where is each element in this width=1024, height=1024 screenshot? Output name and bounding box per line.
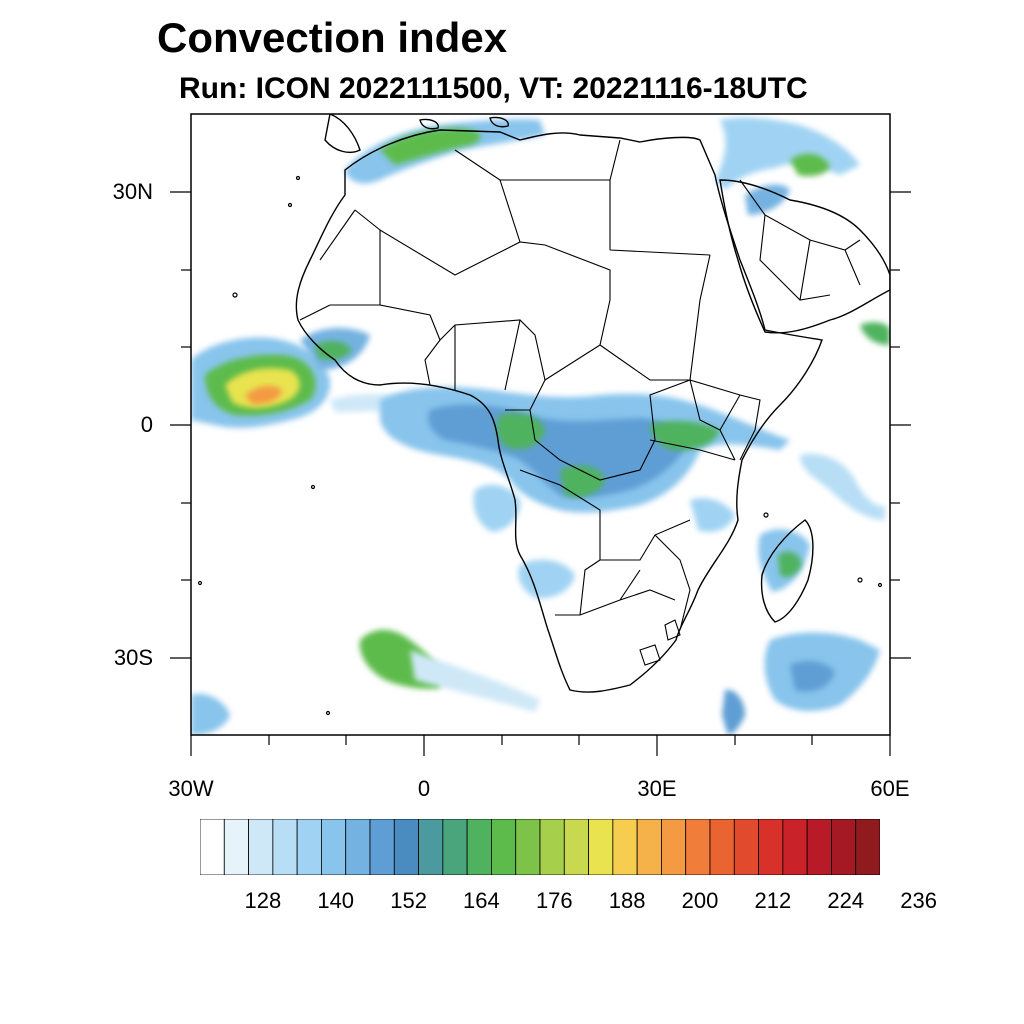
colorbar: [200, 819, 880, 875]
convection-area-madagascar-core: [778, 551, 802, 577]
colorbar-swatch: [685, 819, 711, 875]
map-panel: [191, 114, 890, 735]
lat-label-30s: 30S: [113, 645, 153, 670]
convection-area-guinea-core: [315, 340, 352, 360]
colorbar-swatch: [223, 819, 249, 875]
colorbar-label: 176: [535, 888, 573, 913]
colorbar-label: 224: [827, 888, 865, 913]
madagascar-coastline: [760, 519, 814, 623]
convection-area-angola-coast: [473, 484, 521, 532]
colorbar-label: 164: [463, 888, 500, 913]
colorbar-swatch: [831, 819, 857, 875]
colorbar-swatch: [466, 819, 492, 875]
convection-field: [191, 117, 890, 735]
lon-label-60e: 60E: [870, 776, 910, 801]
coastlines: [295, 114, 890, 693]
chart-subtitle: Run: ICON 2022111500, VT: 20221116-18UTC: [179, 72, 808, 105]
convection-area-indian-ocean: [800, 453, 885, 520]
colorbar-swatch: [515, 819, 541, 875]
colorbar-swatch: [563, 819, 589, 875]
convection-area-mediterranean: [345, 119, 545, 184]
colorbar-swatch: [588, 819, 614, 875]
convection-area-namibia: [518, 559, 575, 599]
colorbar-swatch: [539, 819, 565, 875]
convection-area-red-sea: [745, 184, 790, 215]
colorbar-label: 200: [681, 888, 719, 913]
border-lines-south: [519, 469, 691, 666]
colorbar-label: 212: [754, 888, 792, 913]
iberia-coastline: [324, 114, 361, 153]
border-lines-west: [299, 209, 546, 391]
lon-label-30e: 30E: [637, 776, 677, 801]
med-islands: [419, 116, 509, 130]
colorbar-swatch: [345, 819, 371, 875]
colorbar-swatch: [855, 819, 880, 875]
colorbar-swatch: [782, 819, 808, 875]
border-lines-east: [649, 379, 761, 461]
arabian-peninsula-coastline: [719, 179, 890, 334]
convection-area-southwest: [191, 693, 230, 735]
chart-title: Convection index: [157, 14, 508, 61]
colorbar-label: 140: [317, 888, 355, 913]
colorbar-swatch: [636, 819, 662, 875]
colorbar-label: 236: [900, 888, 937, 913]
colorbar-swatch: [393, 819, 419, 875]
convection-area-congo-core: [496, 413, 545, 450]
colorbar-swatch: [612, 819, 638, 875]
colorbar-label: 188: [608, 888, 646, 913]
convection-area-levant: [715, 117, 860, 190]
colorbar-swatch: [661, 819, 687, 875]
colorbar-swatch: [321, 819, 347, 875]
lat-label-0: 0: [140, 412, 153, 437]
colorbar-swatch: [709, 819, 735, 875]
colorbar-swatch: [296, 819, 322, 875]
colorbar-swatch: [758, 819, 784, 875]
lat-label-30n: 30N: [112, 179, 153, 204]
colorbar-label: 128: [244, 888, 282, 913]
colorbar-swatch: [733, 819, 759, 875]
border-lines-north: [354, 139, 711, 305]
colorbar-swatch: [200, 819, 225, 875]
colorbar-swatch: [491, 819, 517, 875]
country-borders: [299, 139, 861, 666]
map-ticks: [170, 191, 911, 756]
africa-coastline: [295, 129, 823, 693]
islands: [197, 175, 883, 716]
border-lines-arabia: [739, 179, 861, 301]
convection-area-mediterranean-core: [380, 128, 481, 165]
convection-area-arabian-sea: [860, 322, 890, 345]
colorbar-swatch: [806, 819, 832, 875]
convection-area-drc-east: [560, 465, 605, 497]
lon-label-0: 0: [417, 776, 431, 801]
colorbar-swatch: [369, 819, 395, 875]
convection-area-mozambique: [690, 498, 735, 532]
convection-area-gulf: [790, 153, 830, 177]
convection-area-atlantic-peak: [245, 385, 282, 405]
convection-area-south-atlantic-tail: [410, 650, 540, 712]
colorbar-label: 152: [390, 888, 427, 913]
colorbar-swatch: [442, 819, 468, 875]
colorbar-swatch: [418, 819, 444, 875]
convection-area-indian-ocean-south-core: [790, 660, 835, 692]
lon-label-30w: 30W: [168, 776, 214, 801]
colorbar-swatch: [248, 819, 274, 875]
colorbar-swatch: [272, 819, 298, 875]
convection-area-south-tip: [722, 689, 745, 735]
